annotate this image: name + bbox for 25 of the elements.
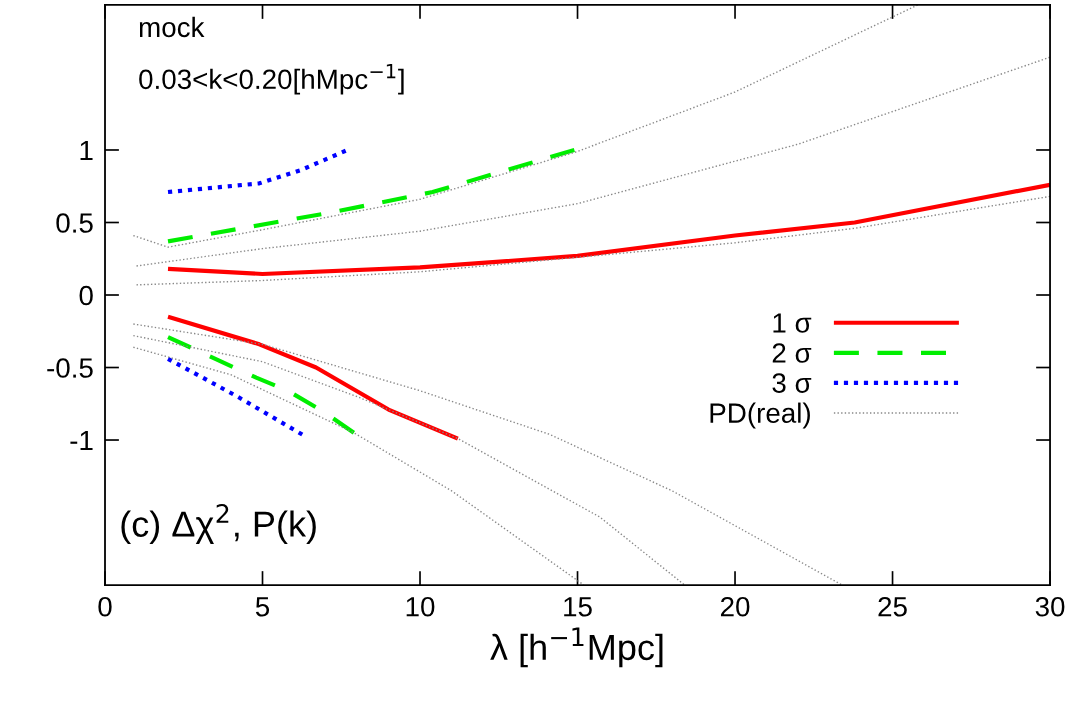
- y-tick-label: 0.5: [56, 213, 93, 233]
- legend-label: 3 σ: [772, 373, 812, 393]
- y-tick-label: -0.5: [47, 358, 93, 378]
- x-tick-label: 10: [406, 596, 435, 617]
- line-series: [165, 182, 1051, 277]
- line-series: [165, 314, 460, 441]
- x-tick-label: 20: [720, 596, 750, 617]
- x-tick-label: 5: [255, 597, 270, 617]
- legend-label: 1 σ: [773, 313, 812, 333]
- x-tick-label: 0: [98, 596, 112, 617]
- legend-label: PD(real): [710, 402, 810, 429]
- x-tick-label: 25: [878, 596, 907, 617]
- y-tick-label: -1: [70, 430, 93, 451]
- y-tick-label: 0: [79, 285, 93, 306]
- x-axis-title: λ [h$^{−1}$Mpc]: [490, 627, 663, 668]
- legend-label: 2 σ: [772, 343, 812, 363]
- line-series: [165, 147, 577, 244]
- line-series: [135, 56, 1051, 267]
- annotation: (c) Δχ$^{2}$, P(k): [121, 503, 316, 545]
- annotation: 0.03<k<0.20[hMpc$^{−1}$]: [139, 64, 404, 95]
- x-tick-label: 15: [564, 597, 592, 617]
- y-tick-label: 1: [80, 140, 93, 161]
- annotation: mock: [139, 16, 205, 38]
- x-tick-label: 30: [1035, 596, 1065, 617]
- line-series: [165, 334, 356, 435]
